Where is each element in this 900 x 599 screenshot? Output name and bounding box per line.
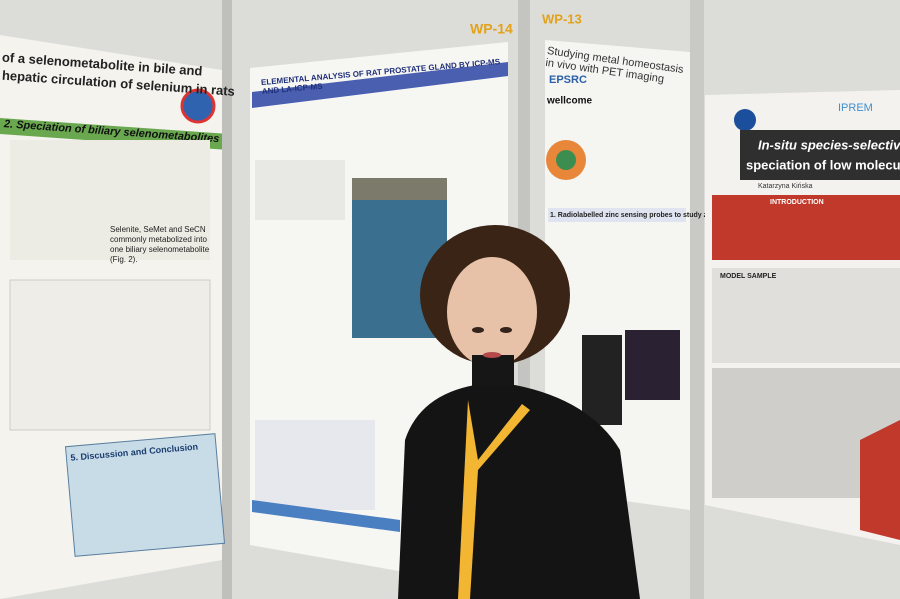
eye xyxy=(472,327,484,333)
note-box: Selenite, SeMet and SeCN commonly metabo… xyxy=(110,225,210,264)
author: Katarzyna Kińska xyxy=(758,183,813,190)
poster-title: In-situ species-selective ID xyxy=(758,137,900,152)
figure xyxy=(9,279,211,431)
title-bar xyxy=(740,130,900,180)
table xyxy=(255,420,375,510)
note: Selenite, SeMet and SeCN commonly metabo… xyxy=(110,225,210,264)
logo xyxy=(180,88,216,124)
section-heading: INTRODUCTION xyxy=(770,199,824,206)
poster-code: WP-13 xyxy=(542,11,582,26)
wheel-graphic xyxy=(556,150,576,170)
eye xyxy=(500,327,512,333)
logo-text: wellcome xyxy=(546,96,592,107)
poster-code: WP-14 xyxy=(470,21,513,37)
sample-box xyxy=(712,268,900,363)
panel-seam xyxy=(222,0,232,599)
panel-seam xyxy=(690,0,704,599)
logo-text: EPSRC xyxy=(549,74,587,86)
header-bar xyxy=(252,62,508,108)
face xyxy=(447,257,537,367)
logo xyxy=(734,109,756,131)
jacket xyxy=(398,385,640,599)
text-block xyxy=(255,160,345,220)
section-heading: MODEL SAMPLE xyxy=(720,273,777,280)
intro-box xyxy=(712,195,900,260)
poster-title: speciation of low molecular Fe xyxy=(746,157,900,172)
logo-text: IPREM xyxy=(838,102,873,114)
lanyard xyxy=(458,400,530,599)
mouth xyxy=(483,352,501,358)
footer-bar xyxy=(860,420,900,540)
section-heading: 1. Radiolabelled zinc sensing probes to … xyxy=(550,212,762,219)
image-grid-row xyxy=(352,178,447,200)
section-bar xyxy=(252,500,400,532)
figure xyxy=(10,140,210,260)
conclusion-box xyxy=(64,433,226,557)
section-bar xyxy=(548,208,686,222)
image xyxy=(582,335,622,425)
pet-image xyxy=(625,330,680,400)
